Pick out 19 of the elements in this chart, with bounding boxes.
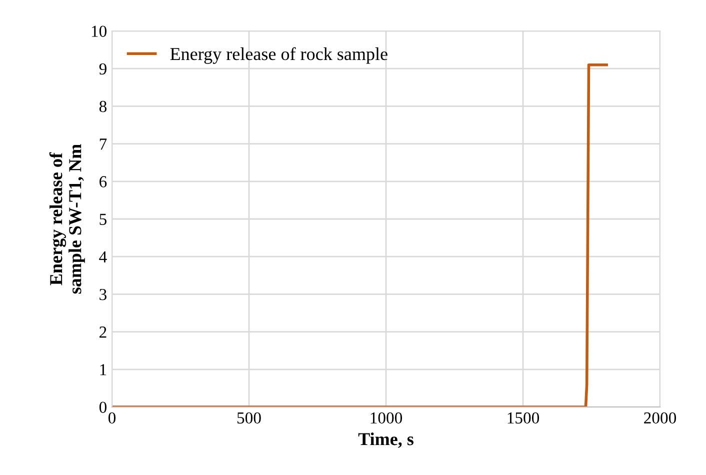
x-tick-label: 1500 xyxy=(508,412,540,424)
y-axis-title: Energy release of sample SW-T1, Nm xyxy=(49,144,85,294)
y-tick-label: 0 xyxy=(99,402,107,413)
y-tick-label: 1 xyxy=(100,364,106,376)
legend-label: Energy release of rock sample xyxy=(170,47,388,64)
y-tick-label: 5 xyxy=(100,214,106,225)
y-tick-label: 3 xyxy=(100,288,106,300)
y-tick-label: 2 xyxy=(100,326,106,338)
y-tick-label: 9 xyxy=(99,63,106,75)
x-tick-label: 500 xyxy=(237,412,261,424)
y-tick-label: 8 xyxy=(99,100,107,112)
y-tick-label: 6 xyxy=(100,176,107,188)
y-tick-label: 4 xyxy=(99,251,107,262)
x-tick-label: 2000 xyxy=(644,412,676,424)
y-tick-label: 10 xyxy=(92,26,107,37)
y-tick-label: 7 xyxy=(100,138,107,150)
x-axis-title: Time, s xyxy=(358,432,414,448)
x-tick-label: 0 xyxy=(108,412,116,424)
x-tick-label: 1000 xyxy=(370,412,402,424)
